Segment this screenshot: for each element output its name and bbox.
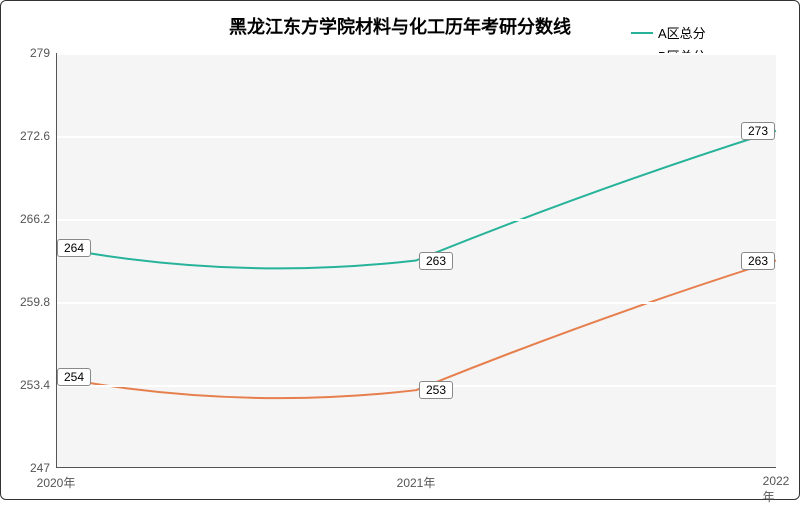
data-label: 273 [741,122,775,140]
gridline [56,468,776,470]
legend-label-a: A区总分 [658,23,706,42]
y-tick-label: 279 [30,46,50,60]
y-tick-label: 259.8 [20,295,50,309]
data-label: 263 [741,252,775,270]
legend-swatch-a [631,32,653,34]
y-tick-label: 253.4 [20,378,50,392]
y-tick-label: 247 [30,461,50,475]
x-tick-label: 2022年 [763,474,790,505]
data-label: 254 [57,368,91,386]
series-line [56,261,776,399]
series-line [56,131,776,269]
gridline [56,302,776,304]
data-label: 264 [57,239,91,257]
x-tick-label: 2021年 [397,474,436,491]
data-label: 253 [419,381,453,399]
gridline [56,136,776,138]
gridline [56,385,776,387]
x-axis [56,467,776,468]
gridline [56,53,776,55]
chart-svg [56,53,776,468]
plot-area: 247253.4259.8266.2272.62792020年2021年2022… [56,53,776,468]
chart-container: 黑龙江东方学院材料与化工历年考研分数线 A区总分 B区总分 247253.425… [0,0,800,500]
data-label: 263 [419,252,453,270]
y-tick-label: 272.6 [20,129,50,143]
legend-item: A区总分 [631,23,706,42]
y-tick-label: 266.2 [20,212,50,226]
y-axis [56,53,57,468]
x-tick-label: 2020年 [37,474,76,491]
gridline [56,219,776,221]
